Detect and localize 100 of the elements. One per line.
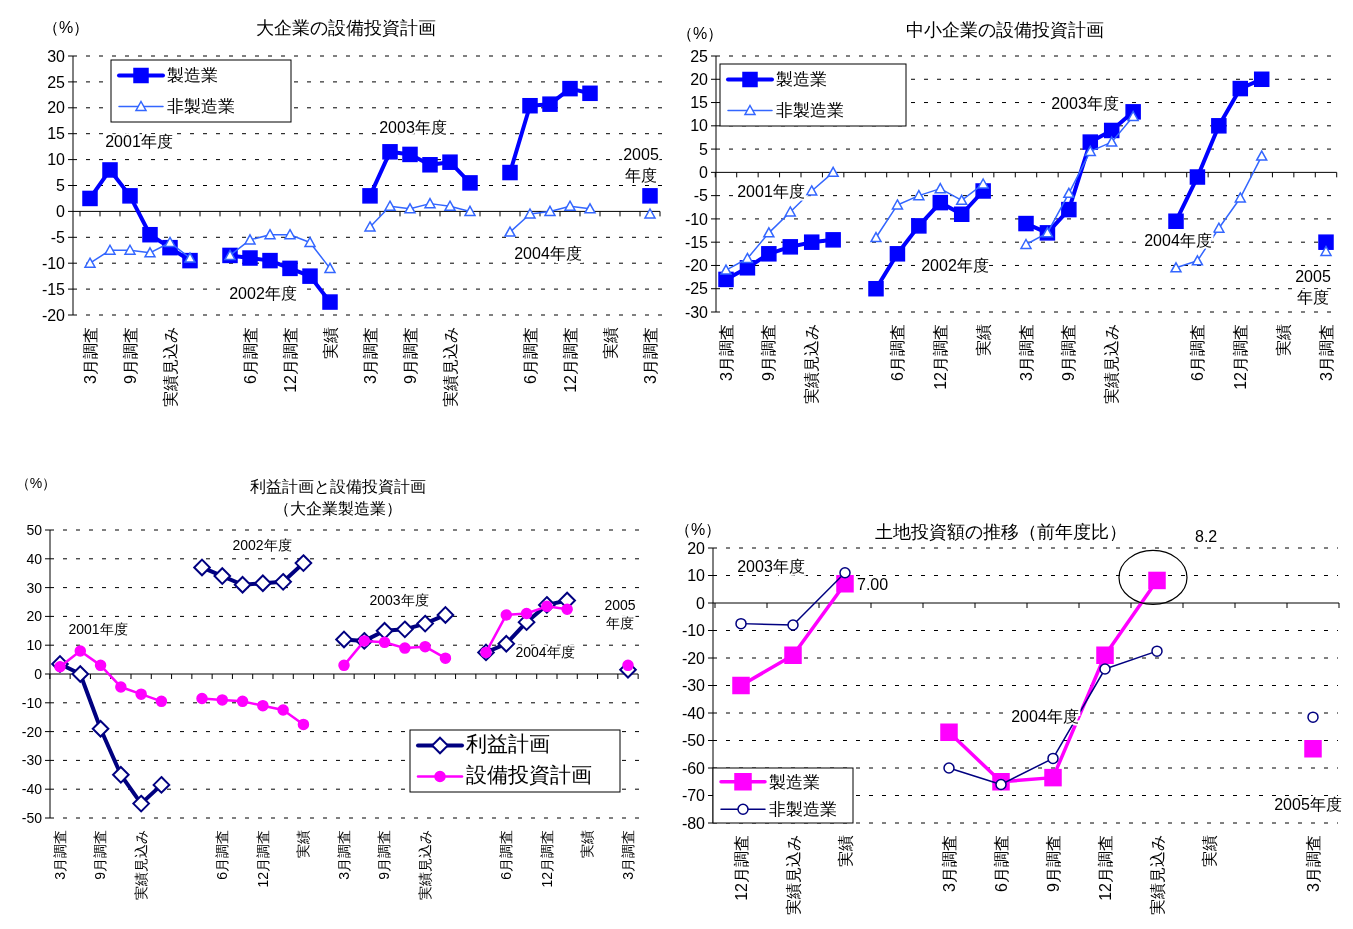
annotation: 2005年度 xyxy=(1274,796,1342,813)
x-tick-label: 3月調査 xyxy=(717,324,735,381)
y-tick-label: 10 xyxy=(47,151,66,169)
annotation: 2002年度 xyxy=(232,537,292,553)
x-tick-label: 実績見込み xyxy=(161,327,179,407)
chart-subtitle: （大企業製造業） xyxy=(274,500,402,518)
y-axis-title: （%） xyxy=(15,475,57,491)
y-tick-label: -40 xyxy=(21,781,43,798)
x-tick-label: 12月調査 xyxy=(1231,324,1249,390)
legend-label: 製造業 xyxy=(769,772,820,792)
annotation: 2001年度 xyxy=(737,183,805,200)
x-tick-label: 3月調査 xyxy=(1317,324,1335,381)
x-tick-label: 実績 xyxy=(1274,324,1292,356)
legend-label: 非製造業 xyxy=(167,97,235,117)
x-tick-label: 6月調査 xyxy=(992,835,1010,892)
y-tick-label: -25 xyxy=(684,280,709,298)
y-tick-label: 20 xyxy=(26,608,43,625)
annotation: 2002年度 xyxy=(921,257,989,274)
y-tick-label: 40 xyxy=(26,550,43,567)
x-tick-label: 9月調査 xyxy=(1060,324,1078,381)
annotation: 2002年度 xyxy=(229,285,297,302)
x-tick-label: 12月調査 xyxy=(732,835,750,901)
x-tick-label: 3月調査 xyxy=(940,835,958,892)
y-tick-label: -5 xyxy=(693,187,709,205)
data-label: 7.00 xyxy=(857,575,889,593)
y-tick-label: -5 xyxy=(50,228,66,246)
x-tick-label: 実績 xyxy=(321,327,339,359)
annotation: 2001年度 xyxy=(105,133,173,150)
x-tick-label: 12月調査 xyxy=(931,324,949,390)
x-tick-label: 9月調査 xyxy=(1044,835,1062,892)
y-tick-label: -15 xyxy=(41,280,66,298)
x-tick-label: 9月調査 xyxy=(121,327,139,384)
y-tick-label: 0 xyxy=(56,203,66,220)
y-tick-label: -10 xyxy=(681,622,706,640)
y-tick-label: 30 xyxy=(47,47,66,65)
legend-label: 製造業 xyxy=(167,66,218,86)
annotation: 2003年度 xyxy=(379,119,447,136)
x-tick-label: 実績見込み xyxy=(133,830,150,900)
y-tick-label: 10 xyxy=(690,117,709,135)
chart-title: 土地投資額の推移（前年度比） xyxy=(875,522,1127,542)
y-tick-label: -50 xyxy=(21,809,43,826)
y-tick-label: 0 xyxy=(696,594,706,612)
y-tick-label: 30 xyxy=(26,579,43,596)
y-tick-label: 10 xyxy=(687,567,706,585)
x-tick-label: 実績 xyxy=(601,327,619,359)
y-axis-title: （%） xyxy=(674,521,722,538)
x-tick-label: 実績 xyxy=(579,830,596,858)
legend-label: 設備投資計画 xyxy=(466,762,592,786)
annotation: 2004年度 xyxy=(515,644,575,660)
y-tick-label: -10 xyxy=(21,694,43,711)
chart-title: 中小企業の設備投資計画 xyxy=(906,20,1104,40)
y-tick-label: 0 xyxy=(699,163,709,181)
y-axis-title: （%） xyxy=(42,19,90,36)
x-tick-label: 9月調査 xyxy=(92,830,109,880)
x-tick-label: 3月調査 xyxy=(335,830,352,880)
legend-label: 利益計画 xyxy=(466,731,550,755)
y-tick-label: -50 xyxy=(681,732,706,750)
x-tick-label: 6月調査 xyxy=(889,324,907,381)
y-tick-label: -20 xyxy=(681,649,706,667)
x-tick-label: 12月調査 xyxy=(281,327,299,393)
y-tick-label: 5 xyxy=(699,140,709,158)
x-tick-label: 3月調査 xyxy=(81,327,99,384)
y-tick-label: -60 xyxy=(681,759,706,777)
x-tick-label: 実績 xyxy=(295,830,312,858)
y-tick-label: -15 xyxy=(684,233,709,251)
y-tick-label: 15 xyxy=(690,94,709,112)
x-tick-label: 6月調査 xyxy=(521,327,539,384)
y-tick-label: -30 xyxy=(684,303,709,321)
annotation: 2001年度 xyxy=(68,621,128,637)
x-tick-label: 実績見込み xyxy=(441,327,459,407)
y-tick-label: 25 xyxy=(47,73,66,91)
x-tick-label: 3月調査 xyxy=(361,327,379,384)
chart-title: 大企業の設備投資計画 xyxy=(256,18,436,38)
y-tick-label: -10 xyxy=(684,210,709,228)
annotation: 2005 年度 xyxy=(604,597,636,632)
annotation: 2003年度 xyxy=(737,558,805,575)
x-tick-label: 実績見込み xyxy=(417,830,434,900)
y-tick-label: 50 xyxy=(26,521,43,538)
legend-label: 製造業 xyxy=(776,70,827,90)
x-tick-label: 3月調査 xyxy=(641,327,659,384)
y-axis-title: （%） xyxy=(676,25,724,42)
annotation: 2004年度 xyxy=(1144,232,1212,249)
y-tick-label: -20 xyxy=(21,723,43,740)
y-tick-label: -10 xyxy=(41,254,66,272)
x-tick-label: 9月調査 xyxy=(401,327,419,384)
y-tick-label: -20 xyxy=(684,257,709,275)
x-tick-label: 実績見込み xyxy=(803,324,821,404)
y-tick-label: -80 xyxy=(681,814,706,832)
x-tick-label: 12月調査 xyxy=(538,830,555,888)
x-tick-label: 12月調査 xyxy=(561,327,579,393)
annotation: 2005 年度 xyxy=(1295,268,1331,306)
y-tick-label: 20 xyxy=(690,70,709,88)
y-tick-label: -20 xyxy=(41,306,66,324)
y-tick-label: -70 xyxy=(681,787,706,805)
x-tick-label: 実績見込み xyxy=(1148,835,1166,915)
x-tick-label: 6月調査 xyxy=(214,830,231,880)
x-tick-label: 実績 xyxy=(974,324,992,356)
x-tick-label: 実績 xyxy=(1200,835,1218,867)
y-tick-label: 5 xyxy=(56,177,66,195)
data-label: 8.2 xyxy=(1195,528,1218,546)
